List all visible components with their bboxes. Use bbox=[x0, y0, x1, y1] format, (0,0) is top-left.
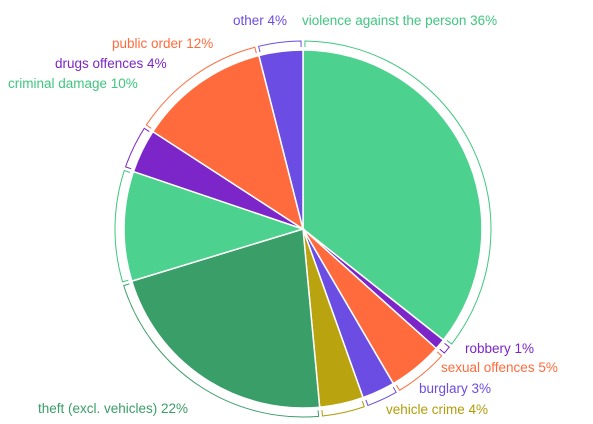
slice-label-vehicle-crime: vehicle crime 4% bbox=[386, 402, 488, 417]
leader-vehicle-crime bbox=[321, 400, 365, 417]
pie-slice-theft-excl-vehicles bbox=[130, 228, 321, 409]
leader-public-order bbox=[145, 46, 257, 129]
slice-labels: violence against the person 36% robbery 1… bbox=[8, 13, 558, 417]
slice-label-other: other 4% bbox=[233, 13, 287, 28]
leader-drugs-offences bbox=[124, 127, 150, 170]
leader-violence-against-the-person bbox=[304, 40, 492, 345]
leader-theft-excl-vehicles bbox=[123, 283, 320, 418]
slice-label-drugs-offences: drugs offences 4% bbox=[55, 56, 167, 71]
leader-sexual-offences bbox=[396, 351, 443, 392]
leader-criminal-damage bbox=[114, 169, 131, 283]
slice-label-public-order: public order 12% bbox=[112, 36, 213, 51]
slice-label-robbery: robbery 1% bbox=[465, 341, 534, 356]
slice-label-theft-excl-vehicles: theft (excl. vehicles) 22% bbox=[38, 401, 188, 416]
leader-burglary bbox=[365, 386, 397, 407]
slice-label-sexual-offences: sexual offences 5% bbox=[441, 360, 558, 375]
leader-robbery bbox=[439, 342, 450, 354]
pie-slices bbox=[123, 49, 483, 409]
label-leader-lines bbox=[114, 40, 492, 418]
pie-slice-criminal-damage bbox=[123, 170, 306, 283]
slice-label-burglary: burglary 3% bbox=[419, 381, 491, 396]
slice-label-criminal-damage: criminal damage 10% bbox=[8, 76, 138, 91]
leader-other bbox=[258, 40, 302, 53]
pie-slice-other bbox=[258, 49, 304, 230]
pie-slice-violence-against-the-person bbox=[302, 49, 483, 342]
pie-slice-public-order bbox=[151, 54, 305, 231]
slice-label-violence-against-the-person: violence against the person 36% bbox=[302, 13, 497, 28]
